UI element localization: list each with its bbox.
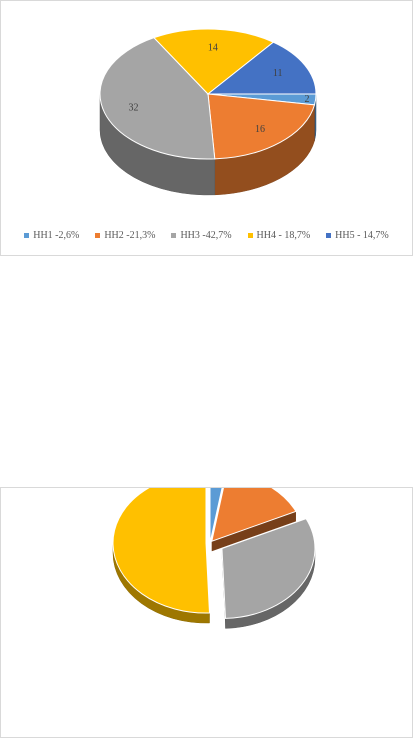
legend-swatch <box>326 233 332 238</box>
pie1-data-label-3: 32 <box>129 103 139 114</box>
pie2-slice-4 <box>112 488 211 614</box>
legend-label: HH3 -42,7% <box>180 230 232 241</box>
pie1-data-label-1: 2 <box>305 94 310 105</box>
legend-label: HH2 -21,3% <box>104 230 156 241</box>
legend-swatch <box>95 233 101 238</box>
pie1-data-label-5: 11 <box>273 68 283 79</box>
pie2-slice-1 <box>209 488 223 544</box>
pie2-tops <box>112 488 316 619</box>
pie-chart-plot: 2 16 32 14 11 <box>99 28 317 196</box>
exploded-pie-chart <box>0 487 413 738</box>
pie1-labels: 2 16 32 14 11 <box>129 42 310 134</box>
legend-swatch <box>247 233 253 238</box>
chart-legend: HH1 -2,6% HH2 -21,3% HH3 -42,7% HH4 - 18,7%… <box>1 230 412 241</box>
pie1-slice-5 <box>206 41 317 95</box>
pie2-slice-3 <box>221 518 316 619</box>
legend-label: HH5 - 14,7% <box>335 230 389 241</box>
pie1-data-label-4: 14 <box>208 42 218 53</box>
pie1-data-label-2: 16 <box>255 124 265 135</box>
pie1-slice-3 <box>99 37 216 160</box>
pie2-slice-wall-2-1 <box>211 511 296 552</box>
legend-item-hh1: HH1 -2,6% <box>24 230 79 241</box>
legend-item-hh5: HH5 - 14,7% <box>326 230 389 241</box>
legend-label: HH1 -2,6% <box>33 230 80 241</box>
legend-item-hh3: HH3 -42,7% <box>171 230 232 241</box>
legend-swatch <box>171 233 177 238</box>
legend-item-hh2: HH2 -21,3% <box>95 230 155 241</box>
pie1-slice-2 <box>207 93 316 160</box>
pie1-slice-4 <box>153 28 275 95</box>
pie-chart-households: 2 16 32 14 11 HH1 -2,6% HH2 -21,3% HH3 -42,7% H… <box>0 0 413 256</box>
legend-label: HH4 - 18,7% <box>256 230 311 241</box>
pie2-slice-2 <box>211 488 297 542</box>
legend-swatch <box>24 233 30 238</box>
exploded-pie-plot <box>112 488 316 629</box>
legend-item-hh4: HH4 - 18,7% <box>247 230 311 241</box>
pie1-tops <box>99 28 317 160</box>
